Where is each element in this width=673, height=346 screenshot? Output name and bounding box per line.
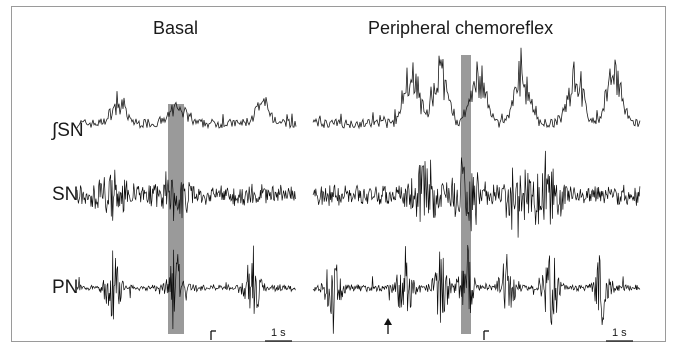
scale-bar-label-right: 1 s bbox=[612, 327, 627, 339]
scale-bar-label-left: 1 s bbox=[271, 327, 286, 339]
row-label-sn: SN bbox=[52, 184, 79, 205]
integrated-sn-trace-chemoreflex bbox=[312, 47, 641, 130]
row-label-integrated-sn: ∫SN bbox=[52, 120, 84, 141]
pn-trace-basal bbox=[76, 245, 296, 330]
panel-title-basal: Basal bbox=[153, 18, 199, 38]
stimulus-arrow-head bbox=[384, 318, 392, 325]
sn-trace-basal bbox=[76, 169, 296, 222]
highlight-band-chemoreflex bbox=[461, 55, 471, 334]
figure-frame bbox=[11, 6, 666, 342]
highlight-band-basal bbox=[168, 104, 184, 334]
pn-trace-chemoreflex bbox=[312, 244, 641, 334]
panel-title-chemoreflex: Peripheral chemoreflex bbox=[368, 18, 554, 38]
sn-trace-chemoreflex bbox=[312, 150, 641, 238]
integrated-sn-trace-basal bbox=[76, 91, 297, 130]
row-label-pn: PN bbox=[52, 277, 79, 298]
